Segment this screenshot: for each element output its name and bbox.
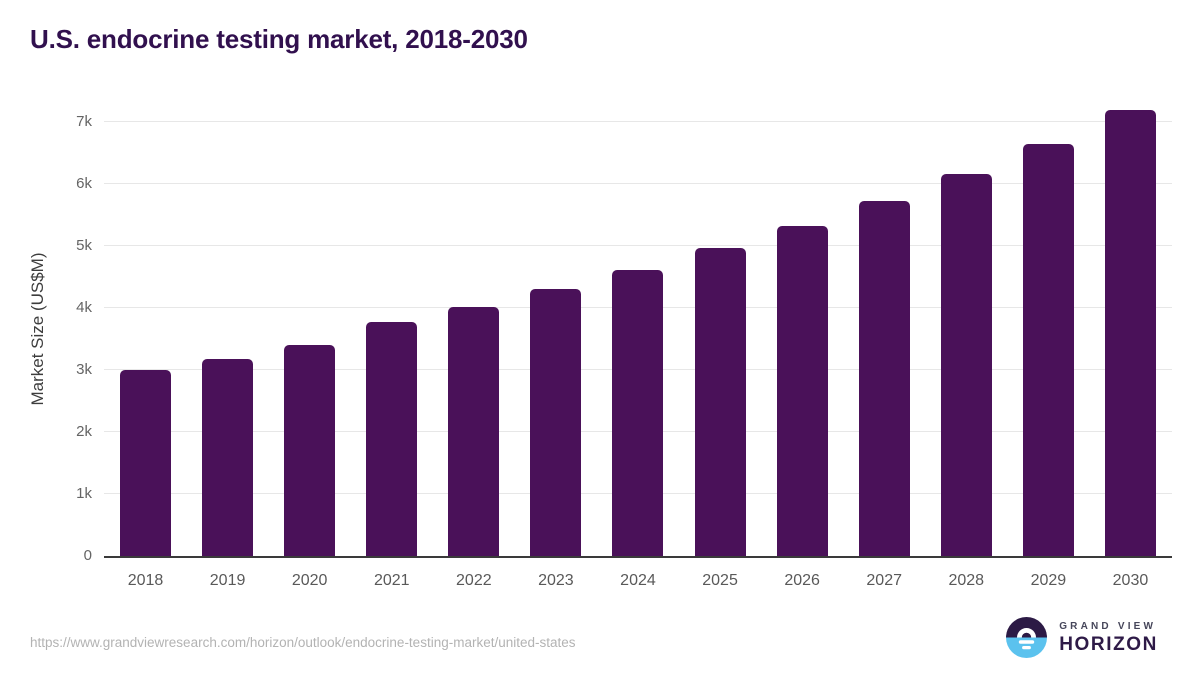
x-label-2018: 2018 <box>127 572 164 589</box>
x-axis-labels: 2018 2019 2020 2021 2022 2023 2024 2025 2026 2027… <box>104 572 1172 590</box>
y-tick-label-7k: 7k <box>76 113 92 130</box>
y-tick-label-5k: 5k <box>76 237 92 254</box>
bar-cell-2028 <box>940 100 992 556</box>
bar-2022 <box>448 306 500 556</box>
x-label-2022: 2022 <box>456 572 492 589</box>
logo-line-grand-view: GRAND VIEW <box>1059 621 1157 632</box>
logo-line-horizon: HORIZON <box>1059 634 1158 655</box>
y-tick-label-3k: 3k <box>76 361 92 378</box>
bar-2020 <box>284 344 336 556</box>
gridline-5k <box>104 245 1172 246</box>
x-label-2027: 2027 <box>866 572 902 589</box>
x-label-2028: 2028 <box>948 572 985 589</box>
gridline-7k <box>104 121 1172 122</box>
x-label-2020: 2020 <box>291 572 328 589</box>
y-tick-label-2k: 2k <box>76 423 92 440</box>
bar-cell-2019 <box>202 100 254 556</box>
chart-title: U.S. endocrine testing market, 2018-2030 <box>30 24 528 54</box>
bar-cell-2026 <box>776 100 828 556</box>
x-label-2025: 2025 <box>702 572 738 589</box>
x-label-2029: 2029 <box>1030 572 1067 589</box>
y-tick-label-4k: 4k <box>76 299 92 316</box>
x-label-2023: 2023 <box>538 572 574 589</box>
bar-2023 <box>530 288 582 556</box>
grand-view-horizon-logo: GRAND VIEW HORIZON <box>1006 617 1158 658</box>
horizon-sun-icon <box>1006 617 1048 658</box>
bar-2024 <box>612 270 664 556</box>
bar-2025 <box>694 248 746 556</box>
bar-2028 <box>940 174 992 556</box>
bar-cell-2030 <box>1104 100 1156 556</box>
logo-wordmark: GRAND VIEW HORIZON <box>1059 620 1158 655</box>
x-label-2030: 2030 <box>1112 572 1149 589</box>
bar-2026 <box>776 225 828 556</box>
x-label-2024: 2024 <box>620 572 656 589</box>
bar-2019 <box>202 359 254 556</box>
bar-2021 <box>366 322 418 556</box>
bar-2027 <box>858 200 910 556</box>
bar-2030 <box>1104 109 1156 556</box>
gridline-6k <box>104 183 1172 184</box>
source-url: https://www.grandviewresearch.com/horizo… <box>30 635 576 650</box>
y-axis-title: Market Size (US$M) <box>28 252 47 406</box>
bar-2018 <box>120 370 171 556</box>
bar-cell-2018 <box>120 100 171 556</box>
plot-area: 0 1k 2k 3k 4k 5k 6k 7k <box>76 100 1172 564</box>
bar-2029 <box>1022 143 1074 556</box>
y-tick-label-0: 0 <box>83 547 92 564</box>
y-tick-label-1k: 1k <box>76 485 92 502</box>
bar-cell-2024 <box>612 100 664 556</box>
bar-cell-2029 <box>1022 100 1074 556</box>
x-label-2026: 2026 <box>784 572 820 589</box>
bar-cell-2025 <box>694 100 746 556</box>
bar-cell-2021 <box>366 100 418 556</box>
bar-cell-2022 <box>448 100 500 556</box>
bar-cell-2027 <box>858 100 910 556</box>
bar-cell-2020 <box>284 100 336 556</box>
x-label-2021: 2021 <box>373 572 410 589</box>
x-label-2019: 2019 <box>209 572 246 589</box>
bar-cell-2023 <box>530 100 582 556</box>
y-tick-label-6k: 6k <box>76 175 92 192</box>
bars-row <box>104 100 1172 556</box>
